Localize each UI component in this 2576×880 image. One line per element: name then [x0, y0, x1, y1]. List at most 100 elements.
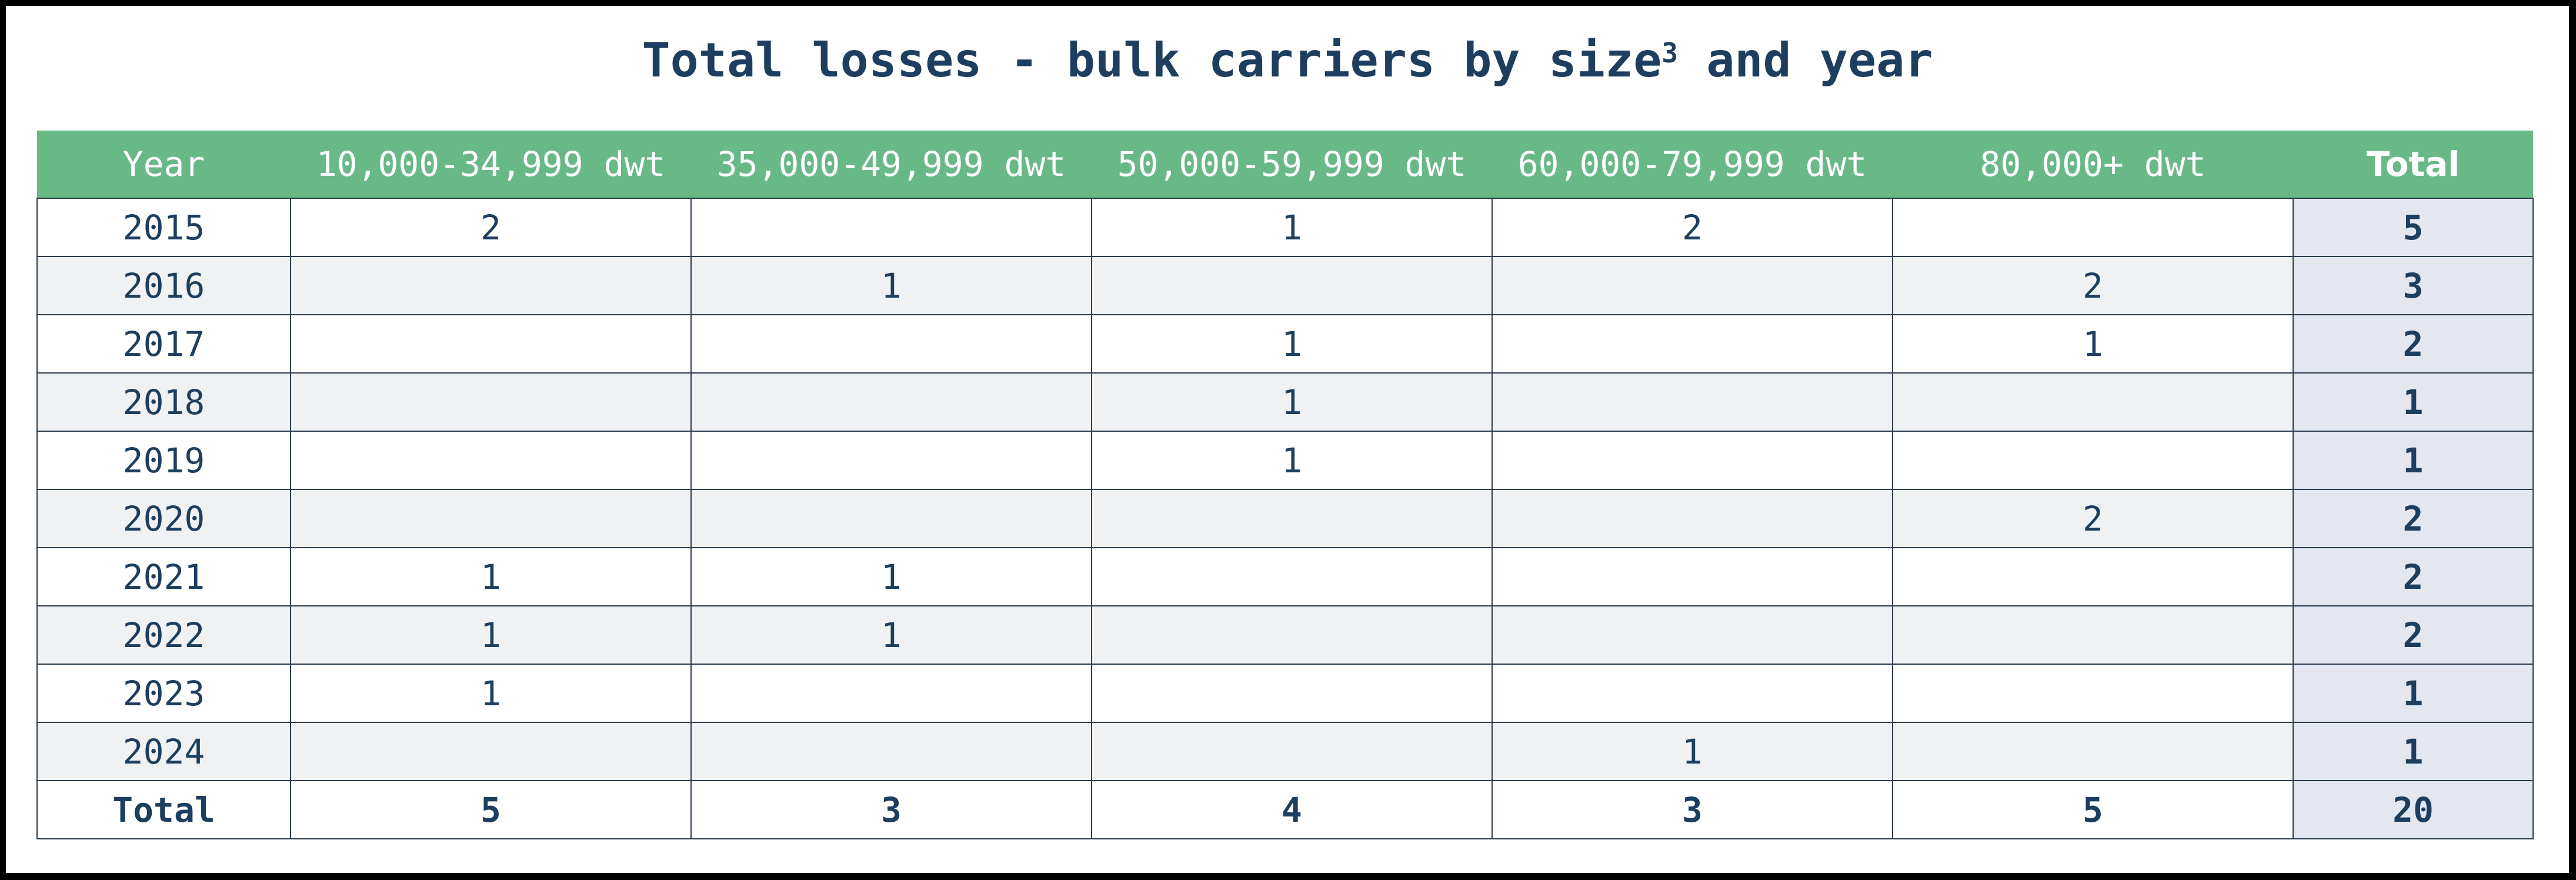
table-cell-50-000-59-999-dwt — [1091, 489, 1493, 548]
table-cell-80-000-dwt — [1892, 605, 2294, 665]
title-text: Total losses - bulk carriers by size — [642, 33, 1662, 88]
total-row: Total 5 3 4 3 5 20 — [36, 780, 2534, 839]
table-cell-total: 2 — [2293, 547, 2534, 606]
title-superscript: 3 — [1661, 37, 1679, 69]
table-cell-35-000-49-999-dwt — [690, 372, 1092, 432]
table-cell-total: 1 — [2293, 431, 2534, 490]
row-label: 2020 — [36, 489, 291, 548]
table-cell-35-000-49-999-dwt — [690, 489, 1092, 548]
table-row-2019: 2019 1 1 — [36, 431, 2534, 490]
losses-table: Year 10,000-34,999 dwt 35,000-49,999 dwt 50… — [36, 131, 2534, 839]
table-cell-60-000-79-999-dwt: 2 — [1491, 198, 1893, 257]
header-row: Year 10,000-34,999 dwt 35,000-49,999 dwt 50… — [37, 131, 2533, 198]
table-cell-total: 2 — [2293, 489, 2534, 548]
table-title: Total losses - bulk carriers by size3 an… — [6, 28, 2569, 93]
table-cell-total: 1 — [2293, 372, 2534, 432]
table-row-2020: 2020 2 2 — [36, 489, 2534, 548]
table-cell-80-000-dwt — [1892, 431, 2294, 490]
table-row-2016: 2016 1 2 3 — [36, 256, 2534, 315]
table-cell-60-000-79-999-dwt — [1491, 256, 1893, 315]
table-cell-60-000-79-999-dwt — [1491, 605, 1893, 665]
row-label: 2017 — [36, 314, 291, 374]
table-cell-50-000-59-999-dwt — [1091, 256, 1493, 315]
table-row-2024: 2024 1 1 — [36, 722, 2534, 781]
row-label: 2015 — [36, 198, 291, 257]
row-label: 2016 — [36, 256, 291, 315]
table-cell-10-000-34-999-dwt: 1 — [290, 664, 692, 723]
table-cell-35-000-49-999-dwt: 1 — [690, 605, 1092, 665]
table-cell-total: 5 — [2293, 198, 2534, 257]
row-label: 2021 — [36, 547, 291, 606]
table-cell-10-000-34-999-dwt — [290, 722, 692, 781]
table-cell-60-000-79-999-dwt — [1491, 547, 1893, 606]
table-row-2017: 2017 1 1 2 — [36, 314, 2534, 374]
table-cell-10-000-34-999-dwt: 1 — [290, 547, 692, 606]
table-cell-10-000-34-999-dwt — [290, 314, 692, 374]
table-cell-50-000-59-999-dwt — [1091, 664, 1493, 723]
table-cell-50-000-59-999-dwt: 1 — [1091, 198, 1493, 257]
column-header-total: Total — [2293, 131, 2533, 198]
column-header-35-000-49-999-dwt: 35,000-49,999 dwt — [691, 131, 1092, 198]
table-cell-total: 20 — [2293, 780, 2534, 839]
table-cell-total: 1 — [2293, 722, 2534, 781]
table-row-2015: 2015 2 1 2 5 — [36, 198, 2534, 257]
table-cell-80-000-dwt: 2 — [1892, 489, 2294, 548]
row-label: 2022 — [36, 605, 291, 665]
table-cell-60-000-79-999-dwt — [1491, 314, 1893, 374]
table-cell-50-000-59-999-dwt: 4 — [1091, 780, 1493, 839]
table-cell-35-000-49-999-dwt: 1 — [690, 547, 1092, 606]
row-label: Total — [36, 780, 291, 839]
table-row-2021: 2021 1 1 2 — [36, 547, 2534, 606]
table-cell-60-000-79-999-dwt: 3 — [1491, 780, 1893, 839]
table-cell-80-000-dwt: 5 — [1892, 780, 2294, 839]
column-header-50-000-59-999-dwt: 50,000-59,999 dwt — [1092, 131, 1492, 198]
table-cell-50-000-59-999-dwt: 1 — [1091, 431, 1493, 490]
row-label: 2019 — [36, 431, 291, 490]
table-cell-60-000-79-999-dwt — [1491, 489, 1893, 548]
table-cell-10-000-34-999-dwt: 2 — [290, 198, 692, 257]
table-cell-50-000-59-999-dwt: 1 — [1091, 372, 1493, 432]
table-row-2022: 2022 1 1 2 — [36, 605, 2534, 665]
table-cell-35-000-49-999-dwt — [690, 722, 1092, 781]
table-cell-total: 3 — [2293, 256, 2534, 315]
table-cell-50-000-59-999-dwt — [1091, 547, 1493, 606]
table-cell-35-000-49-999-dwt: 3 — [690, 780, 1092, 839]
table-cell-80-000-dwt — [1892, 664, 2294, 723]
table-cell-80-000-dwt: 1 — [1892, 314, 2294, 374]
table-cell-80-000-dwt — [1892, 198, 2294, 257]
table-cell-10-000-34-999-dwt — [290, 256, 692, 315]
table-cell-50-000-59-999-dwt — [1091, 722, 1493, 781]
table-cell-35-000-49-999-dwt: 1 — [690, 256, 1092, 315]
table-cell-35-000-49-999-dwt — [690, 431, 1092, 490]
table-cell-35-000-49-999-dwt — [690, 198, 1092, 257]
table-cell-60-000-79-999-dwt — [1491, 664, 1893, 723]
table-cell-total: 2 — [2293, 605, 2534, 665]
column-header-80-000-dwt: 80,000+ dwt — [1893, 131, 2293, 198]
table-cell-10-000-34-999-dwt: 5 — [290, 780, 692, 839]
table-cell-total: 1 — [2293, 664, 2534, 723]
table-cell-10-000-34-999-dwt — [290, 431, 692, 490]
column-header-10-000-34-999-dwt: 10,000-34,999 dwt — [291, 131, 691, 198]
table-cell-total: 2 — [2293, 314, 2534, 374]
table-cell-80-000-dwt — [1892, 722, 2294, 781]
table-cell-35-000-49-999-dwt — [690, 664, 1092, 723]
table-cell-50-000-59-999-dwt: 1 — [1091, 314, 1493, 374]
table-cell-10-000-34-999-dwt: 1 — [290, 605, 692, 665]
table-row-2018: 2018 1 1 — [36, 372, 2534, 432]
row-label: 2018 — [36, 372, 291, 432]
table-row-2023: 2023 1 1 — [36, 664, 2534, 723]
table-cell-60-000-79-999-dwt — [1491, 372, 1893, 432]
table-cell-80-000-dwt — [1892, 547, 2294, 606]
title-suffix: and year — [1678, 33, 1933, 88]
table-body: 2015 2 1 2 5 2016 1 2 3 2017 1 1 2 2018 1 1 2019 1 1 2020 2 2… — [36, 198, 2534, 839]
row-label: 2024 — [36, 722, 291, 781]
table-cell-50-000-59-999-dwt — [1091, 605, 1493, 665]
table-cell-80-000-dwt — [1892, 372, 2294, 432]
table-cell-35-000-49-999-dwt — [690, 314, 1092, 374]
table-cell-10-000-34-999-dwt — [290, 489, 692, 548]
table-cell-60-000-79-999-dwt — [1491, 431, 1893, 490]
table-cell-80-000-dwt: 2 — [1892, 256, 2294, 315]
table-cell-10-000-34-999-dwt — [290, 372, 692, 432]
column-header-year: Year — [37, 131, 291, 198]
column-header-60-000-79-999-dwt: 60,000-79,999 dwt — [1492, 131, 1893, 198]
